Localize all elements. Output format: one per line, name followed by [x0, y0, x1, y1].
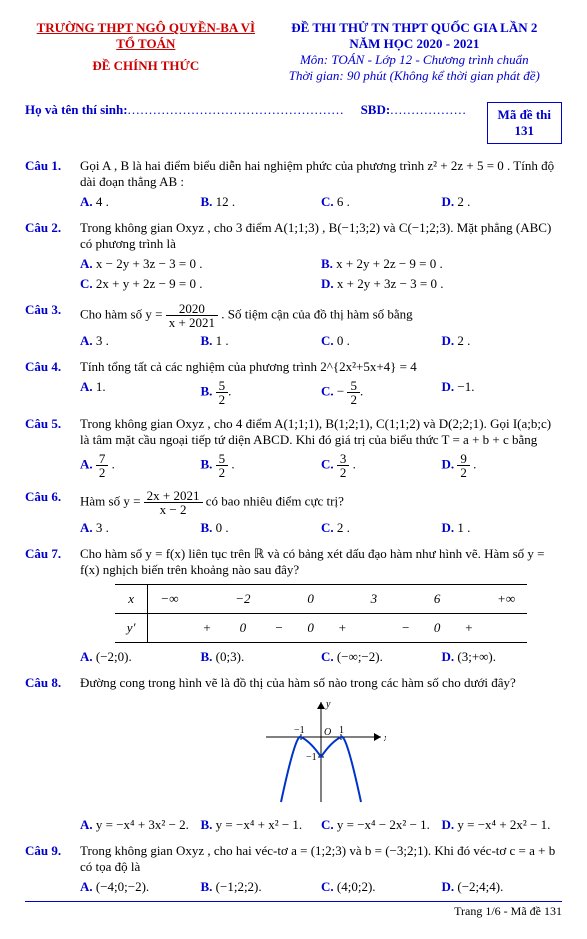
- question-6: Câu 6. Hàm số y = 2x + 2021x − 2 có bao …: [25, 489, 562, 536]
- q5-label: Câu 5.: [25, 416, 80, 479]
- exam-subject: Môn: TOÁN - Lớp 12 - Chương trình chuẩn: [267, 52, 562, 68]
- footer-rule: [25, 901, 562, 902]
- official-label: ĐỀ CHÍNH THỨC: [25, 58, 267, 74]
- question-5: Câu 5. Trong không gian Oxyz , cho 4 điể…: [25, 416, 562, 479]
- exam-time: Thời gian: 90 phút (Không kể thời gian p…: [267, 68, 562, 84]
- graph-svg: x y O −1 1 −1: [256, 697, 386, 807]
- q4-b: B. 52.: [201, 379, 322, 406]
- q2-text: Trong không gian Oxyz , cho 3 điểm A(1;1…: [80, 220, 562, 252]
- q7-c: C. (−∞;−2).: [321, 649, 442, 665]
- q6-c: C. 2 .: [321, 520, 442, 536]
- box-line1: Mã đề thi: [498, 107, 551, 123]
- svg-text:y: y: [325, 699, 331, 710]
- q4-text: Tính tổng tất cả các nghiệm của phương t…: [80, 359, 562, 375]
- sbd-label: SBD:: [361, 102, 391, 117]
- q8-graph: x y O −1 1 −1: [80, 697, 562, 811]
- svg-text:O: O: [324, 727, 331, 738]
- q6-d: D. 1 .: [442, 520, 563, 536]
- q5-text: Trong không gian Oxyz , cho 4 điểm A(1;1…: [80, 416, 562, 448]
- q6-label: Câu 6.: [25, 489, 80, 536]
- question-9: Câu 9. Trong không gian Oxyz , cho hai v…: [25, 843, 562, 895]
- svg-text:−1: −1: [306, 752, 317, 763]
- q2-c: C. 2x + y + 2z − 9 = 0 .: [80, 276, 321, 292]
- question-7: Câu 7. Cho hàm số y = f(x) liên tục trên…: [25, 546, 562, 665]
- q1-c: C. 6 .: [321, 194, 442, 210]
- q4-c: C. − 52.: [321, 379, 442, 406]
- q8-text: Đường cong trong hình vẽ là đồ thị của h…: [80, 675, 562, 691]
- q3-d: D. 2 .: [442, 333, 563, 349]
- q5-a: A. 72 .: [80, 452, 201, 479]
- q9-d: D. (−2;4;4).: [442, 879, 563, 895]
- questions: Câu 1. Gọi A , B là hai điểm biểu diễn h…: [25, 158, 562, 895]
- q3-label: Câu 3.: [25, 302, 80, 349]
- q9-c: C. (4;0;2).: [321, 879, 442, 895]
- name-dots: ........................................…: [128, 102, 345, 117]
- header-left: TRƯỜNG THPT NGÔ QUYỀN-BA VÌ TỔ TOÁN ĐỀ C…: [25, 20, 267, 84]
- q4-a: A. 1.: [80, 379, 201, 406]
- q9-text: Trong không gian Oxyz , cho hai véc-tơ a…: [80, 843, 562, 875]
- q3-b: B. 1 .: [201, 333, 322, 349]
- header-right: ĐỀ THI THỬ TN THPT QUỐC GIA LẦN 2 NĂM HỌ…: [267, 20, 562, 84]
- sbd-dots: ..................: [390, 102, 467, 117]
- svg-text:x: x: [383, 733, 386, 744]
- svg-text:1: 1: [339, 725, 344, 736]
- q8-c: C. y = −x⁴ − 2x² − 1.: [321, 817, 442, 833]
- q1-a: A. 4 .: [80, 194, 201, 210]
- question-1: Câu 1. Gọi A , B là hai điểm biểu diễn h…: [25, 158, 562, 210]
- q3-c: C. 0 .: [321, 333, 442, 349]
- q1-d: D. 2 .: [442, 194, 563, 210]
- q9-b: B. (−1;2;2).: [201, 879, 322, 895]
- exam-code-box: Mã đề thi 131: [487, 102, 562, 144]
- svg-text:−1: −1: [294, 725, 305, 736]
- exam-year: NĂM HỌC 2020 - 2021: [267, 36, 562, 52]
- q6-a: A. 3 .: [80, 520, 201, 536]
- page-footer: Trang 1/6 - Mã đề 131: [25, 904, 562, 919]
- question-3: Câu 3. Cho hàm số y = 2020x + 2021 . Số …: [25, 302, 562, 349]
- q2-b: B. x + 2y + 2z − 9 = 0 .: [321, 256, 562, 272]
- q2-a: A. x − 2y + 3z − 3 = 0 .: [80, 256, 321, 272]
- q8-d: D. y = −x⁴ + 2x² − 1.: [442, 817, 563, 833]
- q7-label: Câu 7.: [25, 546, 80, 665]
- q8-b: B. y = −x⁴ + x² − 1.: [201, 817, 322, 833]
- q1-label: Câu 1.: [25, 158, 80, 210]
- sign-table: x −∞ −2 0 3 6 +∞ y′ + 0− 0+ − 0+: [115, 584, 527, 643]
- q2-label: Câu 2.: [25, 220, 80, 292]
- q5-c: C. 32 .: [321, 452, 442, 479]
- exam-title: ĐỀ THI THỬ TN THPT QUỐC GIA LẦN 2: [267, 20, 562, 36]
- page-header: TRƯỜNG THPT NGÔ QUYỀN-BA VÌ TỔ TOÁN ĐỀ C…: [25, 20, 562, 84]
- q9-a: A. (−4;0;−2).: [80, 879, 201, 895]
- name-label: Họ và tên thí sinh:: [25, 102, 128, 117]
- q2-d: D. x + 2y + 3z − 3 = 0 .: [321, 276, 562, 292]
- q7-d: D. (3;+∞).: [442, 649, 563, 665]
- q4-label: Câu 4.: [25, 359, 80, 406]
- q5-b: B. 52 .: [201, 452, 322, 479]
- school-name: TRƯỜNG THPT NGÔ QUYỀN-BA VÌ: [25, 20, 267, 36]
- q1-text: Gọi A , B là hai điểm biểu diễn hai nghi…: [80, 158, 562, 190]
- q1-b: B. 12 .: [201, 194, 322, 210]
- q3-a: A. 3 .: [80, 333, 201, 349]
- q8-a: A. y = −x⁴ + 3x² − 2.: [80, 817, 201, 833]
- q3-text: Cho hàm số y = 2020x + 2021 . Số tiệm cậ…: [80, 302, 562, 329]
- question-8: Câu 8. Đường cong trong hình vẽ là đồ th…: [25, 675, 562, 833]
- candidate-row: Họ và tên thí sinh:.....................…: [25, 102, 562, 144]
- box-line2: 131: [498, 123, 551, 139]
- q6-b: B. 0 .: [201, 520, 322, 536]
- dept-name: TỔ TOÁN: [25, 36, 267, 52]
- q5-d: D. 92 .: [442, 452, 563, 479]
- q8-label: Câu 8.: [25, 675, 80, 833]
- q6-text: Hàm số y = 2x + 2021x − 2 có bao nhiêu đ…: [80, 489, 562, 516]
- q9-label: Câu 9.: [25, 843, 80, 895]
- q7-text: Cho hàm số y = f(x) liên tục trên ℝ và c…: [80, 546, 562, 578]
- q7-a: A. (−2;0).: [80, 649, 201, 665]
- q7-b: B. (0;3).: [201, 649, 322, 665]
- question-2: Câu 2. Trong không gian Oxyz , cho 3 điể…: [25, 220, 562, 292]
- question-4: Câu 4. Tính tổng tất cả các nghiệm của p…: [25, 359, 562, 406]
- q4-d: D. −1.: [442, 379, 563, 406]
